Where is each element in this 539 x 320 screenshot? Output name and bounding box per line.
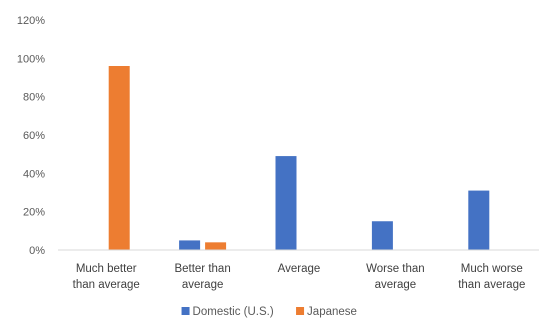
x-category-line: average	[375, 279, 417, 291]
x-category-label: Worse than average	[366, 263, 425, 291]
y-axis: 0% 20% 40% 60% 80% 100% 120%	[17, 15, 45, 257]
x-category-line: Much better	[76, 263, 137, 275]
x-axis: Much better than average Better than averag…	[73, 263, 526, 291]
x-category-line: Much worse	[461, 263, 523, 275]
legend-swatch-domestic	[181, 307, 190, 315]
legend: Domestic (U.S.) Japanese	[181, 306, 357, 318]
bar-japanese	[205, 242, 227, 250]
y-tick-label: 40%	[23, 168, 45, 180]
bar-domestic	[275, 156, 297, 250]
x-category-label: Better than average	[174, 263, 230, 291]
x-category-line: than average	[458, 279, 525, 291]
x-category-line: Better than	[174, 263, 230, 275]
legend-swatch-japanese	[296, 307, 305, 315]
bar-domestic	[179, 240, 201, 250]
y-tick-label: 20%	[23, 207, 45, 219]
y-tick-label: 120%	[17, 15, 45, 27]
x-category-line: average	[182, 279, 224, 291]
x-category-label: Much better than average	[73, 263, 140, 291]
y-tick-label: 80%	[23, 92, 45, 104]
legend-label-domestic: Domestic (U.S.)	[193, 306, 274, 318]
y-tick-label: 60%	[23, 130, 45, 142]
bar-domestic	[371, 221, 393, 250]
bar-domestic	[468, 190, 490, 250]
legend-label-japanese: Japanese	[307, 306, 357, 318]
x-category-label: Average	[278, 263, 321, 275]
x-category-label: Much worse than average	[458, 263, 525, 291]
plot-area	[108, 66, 490, 250]
bar-japanese	[108, 66, 130, 250]
x-category-line: than average	[73, 279, 140, 291]
x-category-line: Average	[278, 263, 321, 275]
x-category-line: Worse than	[366, 263, 425, 275]
y-tick-label: 0%	[29, 245, 45, 257]
y-tick-label: 100%	[17, 53, 45, 65]
